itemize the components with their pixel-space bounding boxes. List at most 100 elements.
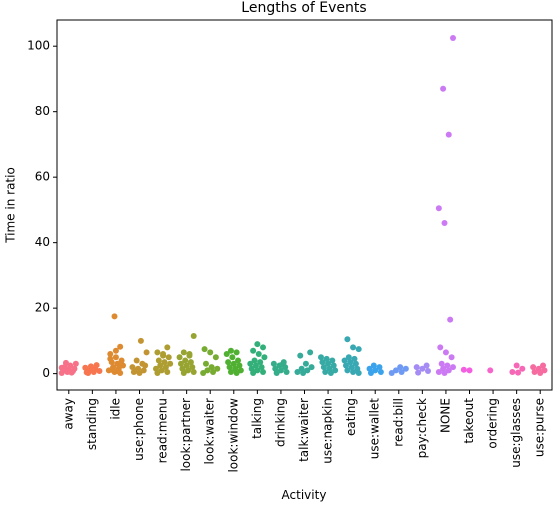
- point: [398, 368, 405, 375]
- point: [415, 369, 422, 376]
- point: [93, 362, 100, 369]
- point: [155, 357, 162, 364]
- point: [229, 354, 236, 361]
- point: [62, 359, 69, 366]
- point: [531, 368, 538, 375]
- point: [273, 369, 280, 376]
- x-tick-label: use:phone: [132, 398, 146, 461]
- point: [142, 362, 149, 369]
- point: [201, 346, 208, 353]
- point: [182, 357, 189, 364]
- point: [160, 350, 167, 357]
- x-tick-label: use:purse: [533, 398, 547, 457]
- point: [397, 364, 404, 371]
- point: [270, 360, 277, 367]
- x-tick-label: look:waiter: [203, 398, 217, 465]
- point: [223, 350, 230, 357]
- point: [445, 131, 452, 138]
- x-axis-label: Activity: [282, 488, 327, 502]
- point: [350, 368, 357, 375]
- point: [325, 360, 332, 367]
- chart-title: Lengths of Events: [241, 0, 366, 16]
- point: [419, 365, 426, 372]
- point: [180, 349, 187, 356]
- point: [107, 355, 114, 362]
- point: [348, 364, 355, 371]
- x-tick-label: pay:check: [415, 398, 429, 458]
- point: [180, 369, 187, 376]
- point: [341, 357, 348, 364]
- point: [355, 369, 362, 376]
- x-tick-label: idle: [108, 398, 122, 420]
- point: [540, 362, 547, 369]
- point: [207, 349, 214, 356]
- plot-frame: [56, 19, 553, 391]
- point: [438, 360, 445, 367]
- point: [323, 355, 330, 362]
- x-tick-label: eating: [344, 398, 358, 436]
- point: [236, 362, 243, 369]
- point: [466, 367, 473, 374]
- point: [441, 369, 448, 376]
- point: [112, 347, 119, 354]
- point: [226, 364, 233, 371]
- x-tick-label: read:menu: [156, 398, 170, 463]
- point: [82, 364, 89, 371]
- point: [344, 367, 351, 374]
- point: [58, 364, 65, 371]
- point: [425, 368, 432, 375]
- x-tick-label: talk:waiter: [297, 398, 311, 462]
- point: [190, 332, 197, 339]
- x-tick-label: talking: [250, 398, 264, 439]
- point: [157, 362, 164, 369]
- point: [441, 220, 448, 227]
- point: [300, 369, 307, 376]
- x-tick-label: drinking: [273, 398, 287, 447]
- point: [260, 344, 267, 351]
- point: [283, 368, 290, 375]
- point: [260, 368, 267, 375]
- x-tick-label: standing: [85, 398, 99, 450]
- point: [107, 350, 114, 357]
- point: [388, 369, 395, 376]
- point: [460, 366, 467, 373]
- x-tick-label: use:wallet: [368, 398, 382, 460]
- point: [515, 369, 522, 376]
- point: [448, 354, 455, 361]
- point: [444, 362, 451, 369]
- point: [487, 367, 494, 374]
- point: [176, 354, 183, 361]
- point: [355, 346, 362, 353]
- point: [164, 344, 171, 351]
- point: [342, 362, 349, 369]
- point: [177, 360, 184, 367]
- point: [161, 359, 168, 366]
- point: [450, 35, 456, 42]
- point: [117, 343, 124, 350]
- point: [68, 369, 75, 376]
- point: [167, 360, 174, 367]
- point: [165, 354, 172, 361]
- point: [367, 369, 374, 376]
- point: [89, 367, 96, 374]
- point: [370, 362, 377, 369]
- point: [233, 349, 240, 356]
- point: [154, 349, 161, 356]
- x-tick-label: look:window: [226, 398, 240, 473]
- x-tick-label: use:napkin: [321, 398, 335, 464]
- y-tick-label: 40: [35, 235, 50, 249]
- point: [162, 364, 169, 371]
- point: [435, 368, 442, 375]
- point: [513, 362, 520, 369]
- point: [189, 364, 196, 371]
- point: [227, 368, 234, 375]
- point: [230, 360, 237, 367]
- point: [251, 357, 258, 364]
- point: [187, 359, 194, 366]
- point: [402, 365, 409, 372]
- point: [330, 362, 337, 369]
- point: [214, 365, 221, 372]
- point: [132, 368, 139, 375]
- point: [318, 354, 324, 361]
